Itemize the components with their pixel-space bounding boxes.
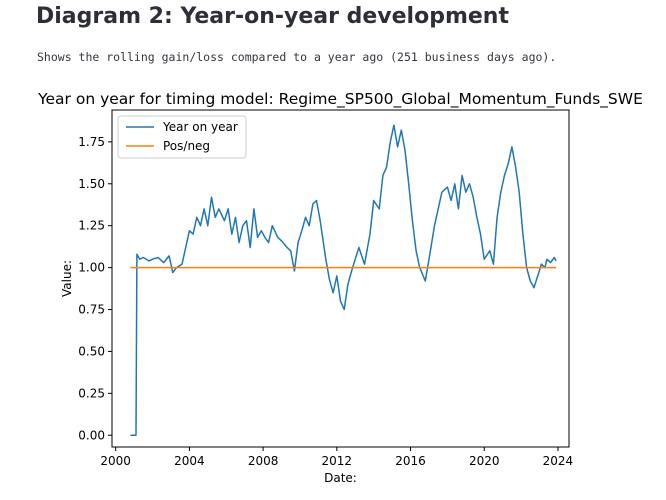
page-title: Diagram 2: Year-on-year development	[36, 4, 509, 29]
y-tick-label: 0.75	[78, 303, 105, 317]
legend: Year on year Pos/neg	[117, 115, 247, 159]
plot-area	[111, 109, 570, 448]
x-axis-label: Date:	[324, 471, 357, 485]
page-subtitle: Shows the rolling gain/loss compared to …	[37, 50, 557, 64]
y-tick-label: 0.00	[78, 428, 105, 442]
legend-label-year-on-year: Year on year	[162, 120, 238, 134]
x-tick-label: 2020	[469, 454, 500, 468]
x-tick-label: 2016	[395, 454, 426, 468]
y-axis: 0.00 0.25 0.50 0.75 1.00 1.25 1.50 1.75	[78, 135, 112, 442]
x-tick-label: 2024	[543, 454, 574, 468]
series-line-year-on-year	[130, 124, 557, 437]
x-axis: 2000 2004 2008 2012 2016 2020 2024	[100, 447, 573, 468]
y-axis-label: Value:	[60, 260, 74, 297]
chart-title: Year on year for timing model: Regime_SP…	[37, 90, 643, 109]
y-tick-label: 1.75	[78, 135, 105, 149]
y-tick-label: 0.50	[78, 344, 105, 358]
legend-label-pos-neg: Pos/neg	[163, 139, 210, 153]
x-tick-label: 2004	[174, 454, 205, 468]
y-tick-label: 0.25	[78, 386, 105, 400]
x-tick-label: 2000	[100, 454, 131, 468]
y-tick-label: 1.50	[78, 177, 105, 191]
y-tick-label: 1.25	[78, 219, 105, 233]
series-layer	[130, 124, 557, 437]
x-tick-label: 2012	[322, 454, 353, 468]
x-tick-label: 2008	[248, 454, 279, 468]
y-tick-label: 1.00	[78, 261, 105, 275]
